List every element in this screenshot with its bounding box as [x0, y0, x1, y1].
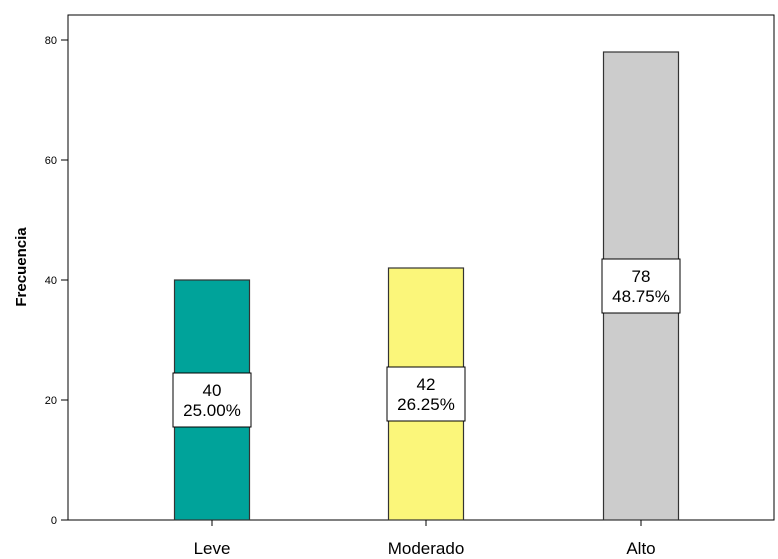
data-label-box — [172, 372, 252, 428]
x-tick-label: Alto — [626, 539, 655, 558]
data-label-percent: 48.75% — [612, 287, 670, 306]
y-tick-label: 80 — [45, 35, 57, 47]
y-tick-label: 60 — [45, 155, 57, 167]
data-label-box — [386, 366, 466, 422]
x-tick-label: Leve — [194, 539, 231, 558]
y-tick-label: 40 — [45, 275, 57, 287]
data-label-count: 40 — [203, 381, 222, 400]
y-axis-label: Frecuencia — [13, 227, 30, 307]
x-tick-label: Moderado — [388, 539, 465, 558]
data-label-percent: 25.00% — [183, 401, 241, 420]
y-tick-label: 20 — [45, 395, 57, 407]
data-label-count: 78 — [632, 267, 651, 286]
data-label-box — [601, 258, 681, 314]
y-tick-label: 0 — [51, 515, 57, 527]
category-labels: Leve Moderado Alto — [194, 520, 656, 558]
data-label-count: 42 — [417, 375, 436, 394]
y-axis-ticks: 0 20 40 60 80 — [45, 35, 68, 527]
data-label-percent: 26.25% — [397, 395, 455, 414]
